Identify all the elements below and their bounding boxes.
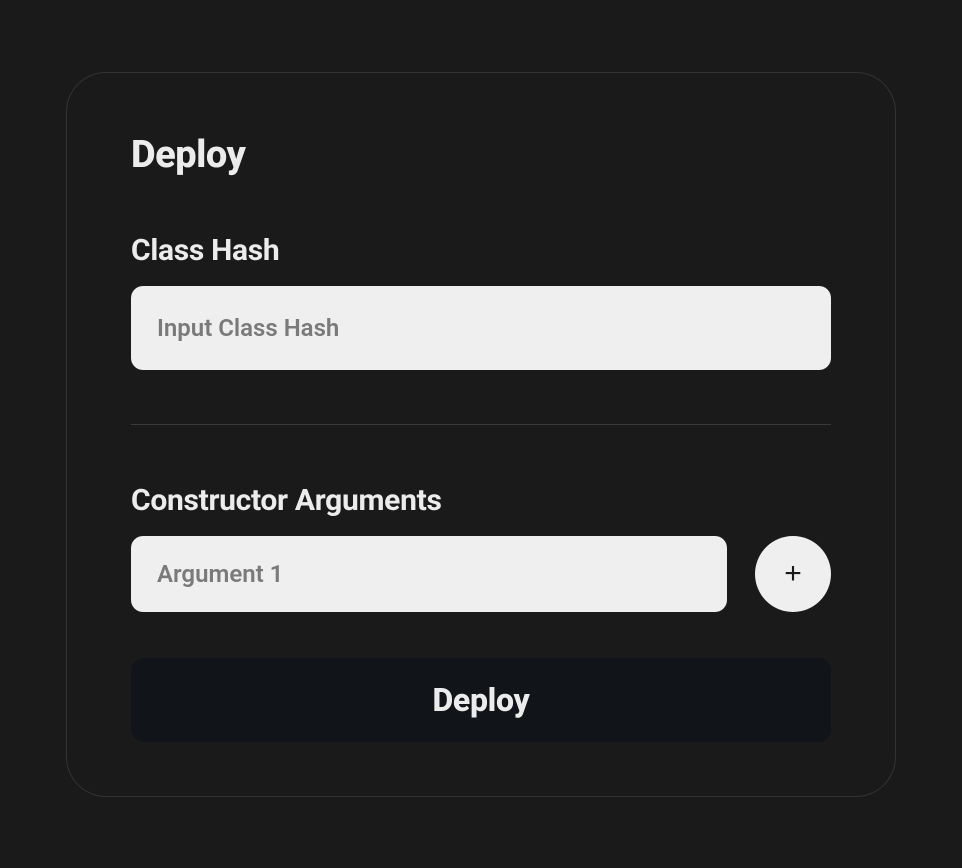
argument-input[interactable] xyxy=(131,536,727,612)
constructor-args-section: Constructor Arguments + xyxy=(131,483,831,612)
plus-icon: + xyxy=(784,557,802,591)
constructor-args-label: Constructor Arguments xyxy=(131,483,831,518)
section-divider xyxy=(131,424,831,425)
page-title: Deploy xyxy=(131,133,831,177)
deploy-button[interactable]: Deploy xyxy=(131,658,831,742)
add-argument-button[interactable]: + xyxy=(755,536,831,612)
deploy-card: Deploy Class Hash Constructor Arguments … xyxy=(66,72,896,797)
deploy-button-label: Deploy xyxy=(432,681,529,719)
class-hash-section: Class Hash xyxy=(131,233,831,370)
class-hash-input[interactable] xyxy=(131,286,831,370)
class-hash-label: Class Hash xyxy=(131,233,831,268)
argument-row: + xyxy=(131,536,831,612)
